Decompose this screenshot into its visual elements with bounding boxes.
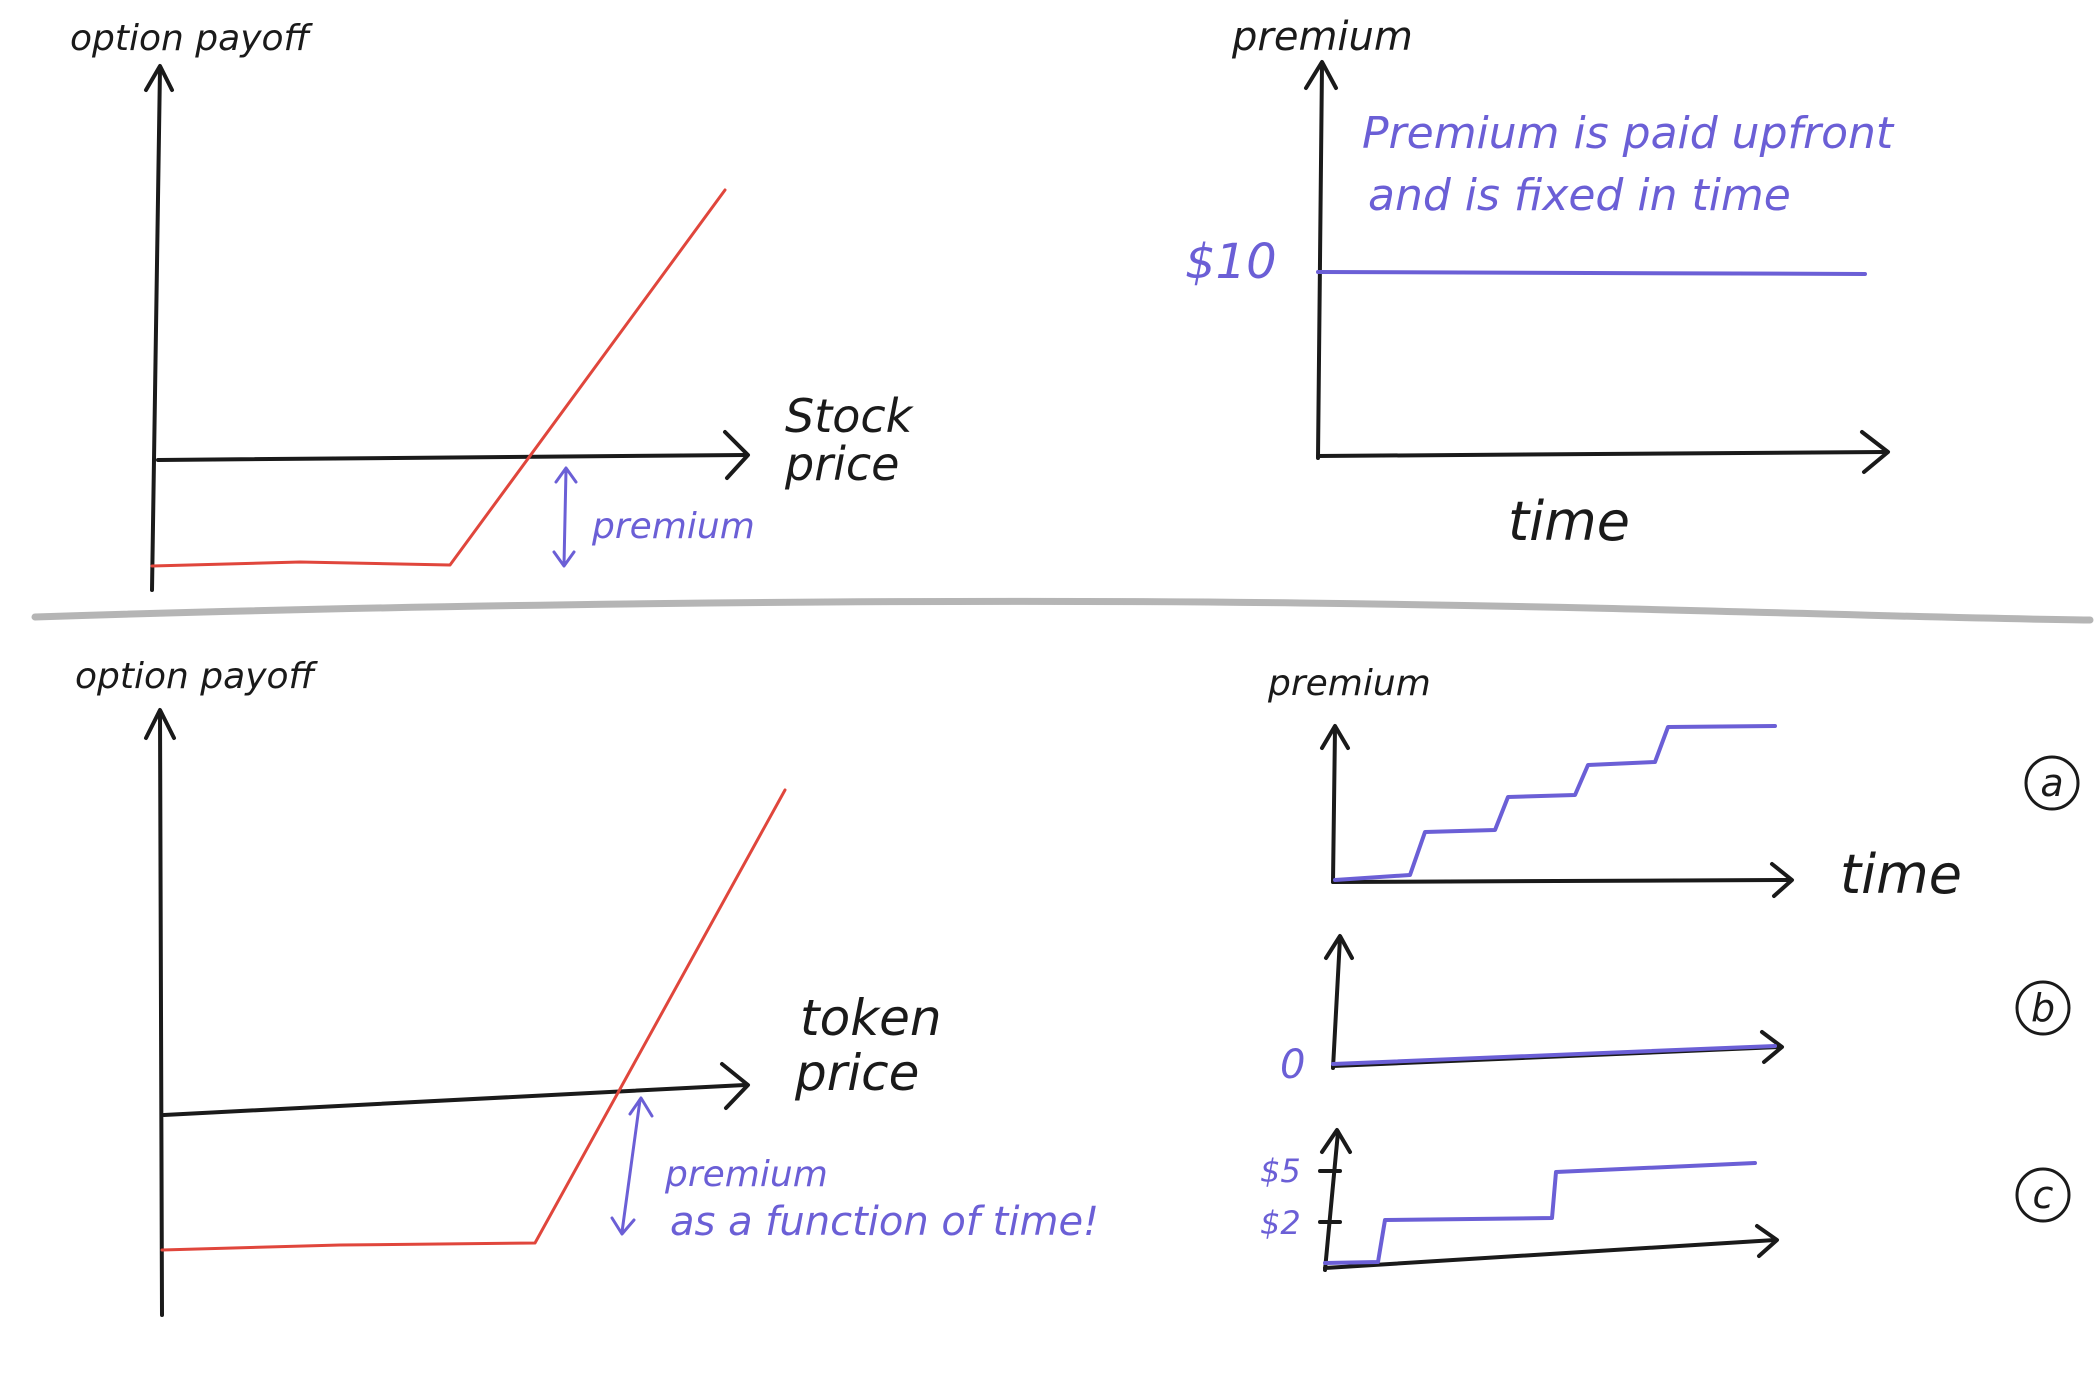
- section-divider: [31, 597, 2094, 624]
- y-axis: [150, 66, 162, 592]
- x-axis-arrowhead: [720, 1062, 750, 1110]
- y-axis: [1331, 726, 1337, 884]
- x-axis-label-line2: price: [784, 437, 899, 491]
- x-axis-arrowhead: [1860, 430, 1890, 474]
- y-axis: [158, 710, 164, 1317]
- y-axis-label: premium: [1231, 14, 1413, 60]
- premium-chart-a: premium time a: [1267, 663, 2080, 906]
- premium-label-line1: premium: [664, 1154, 828, 1195]
- x-axis: [1331, 878, 1792, 884]
- y-axis-arrowhead: [1304, 60, 1338, 90]
- note-line2: and is fixed in time: [1368, 170, 1791, 221]
- y-axis: [1331, 936, 1342, 1070]
- x-axis: [156, 453, 747, 462]
- tick-high-label: $5: [1260, 1152, 1301, 1190]
- premium-label: premium: [591, 506, 755, 547]
- payoff-curve: [160, 788, 787, 1252]
- premium-over-time-fixed: premium time Premium is paid upfront and…: [1185, 14, 1895, 553]
- chart-b-marker: b: [2031, 986, 2055, 1030]
- y-axis: [1316, 62, 1324, 460]
- y-axis-arrowhead: [144, 64, 174, 92]
- x-axis-label-line1: token: [800, 989, 942, 1047]
- premium-zero-line: [1331, 1044, 1777, 1066]
- premium-step-line: [1333, 724, 1777, 882]
- y-axis-arrowhead: [1320, 1128, 1352, 1154]
- payoff-diagram-stock: option payoff Stock price premium: [70, 18, 915, 592]
- premium-gap-arrow: [552, 466, 578, 568]
- chart-b-marker-circle: [2015, 980, 2071, 1036]
- payoff-curve: [150, 188, 727, 568]
- x-axis-arrowhead: [1755, 1224, 1779, 1258]
- x-axis: [1323, 1238, 1777, 1270]
- premium-chart-c: $5 $2 c: [1260, 1128, 2071, 1272]
- y-axis-label: premium: [1267, 663, 1431, 704]
- chart-c-marker: c: [2033, 1173, 2054, 1217]
- x-axis-label: time: [1508, 490, 1630, 553]
- y-axis-arrowhead: [1324, 934, 1354, 960]
- x-axis: [162, 1083, 747, 1117]
- premium-step-line: [1323, 1161, 1757, 1265]
- x-axis-arrowhead: [1770, 862, 1794, 898]
- x-axis: [1316, 450, 1887, 458]
- chart-c-marker-circle: [2015, 1167, 2071, 1223]
- zero-label: 0: [1280, 1042, 1305, 1088]
- y-axis-label: option payoff: [75, 656, 319, 697]
- x-axis-label-line1: Stock: [785, 389, 915, 443]
- x-axis-arrowhead: [723, 430, 750, 480]
- premium-gap-arrow: [610, 1096, 654, 1236]
- x-axis-arrowhead: [1760, 1030, 1784, 1064]
- tick-low-label: $2: [1260, 1204, 1301, 1242]
- payoff-diagram-token: option payoff token price premium as a f…: [75, 656, 1099, 1317]
- y-axis: [1323, 1130, 1340, 1272]
- chart-a-marker: a: [2040, 761, 2063, 805]
- chart-a-marker-circle: [2024, 755, 2080, 811]
- y-axis-label: option payoff: [70, 18, 314, 59]
- y-axis-arrowhead: [1320, 724, 1350, 750]
- premium-chart-b: 0 b: [1280, 934, 2071, 1088]
- premium-label-line2: as a function of time!: [670, 1199, 1099, 1245]
- premium-value-label: $10: [1185, 234, 1277, 290]
- premium-line: [1316, 270, 1867, 276]
- note-line1: Premium is paid upfront: [1362, 108, 1895, 159]
- y-axis-arrowhead: [144, 708, 176, 740]
- x-axis-label-line2: price: [794, 1044, 919, 1102]
- x-axis-label: time: [1840, 843, 1962, 906]
